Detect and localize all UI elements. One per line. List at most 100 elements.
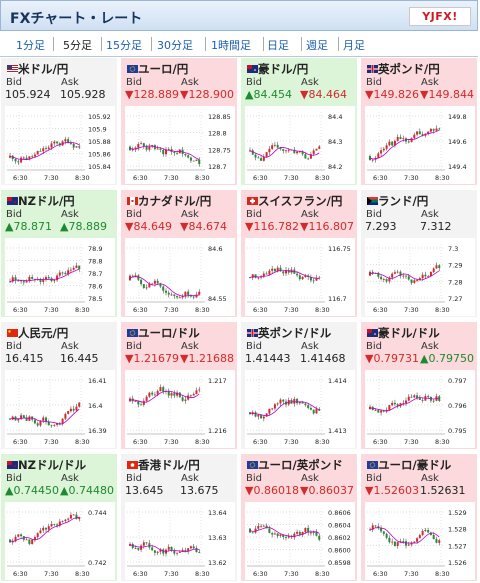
currency-pair-card[interactable]: カナダドル/円 Bid Ask ▼84.649 ▼84.674 84.6 84.55 6:30… [121, 190, 238, 318]
currency-pair-name[interactable]: NZドル/ドル [18, 458, 87, 472]
mini-candlestick-chart[interactable]: 78.9 78.8 78.7 78.6 78.5 6:30 7:30 8:30 [5, 238, 115, 316]
mini-candlestick-chart[interactable]: 0.744 0.742 6:30 7:30 8:30 [5, 502, 115, 580]
tab-1[interactable]: 1分足 [16, 39, 45, 52]
bid-price: 105.924 [5, 88, 51, 101]
currency-pair-name[interactable]: 香港ドル/円 [138, 458, 200, 472]
currency-pair-card[interactable]: 英ポンド/ドル Bid Ask 1.41443 1.41468 1.414 1.413 6:3… [241, 322, 358, 450]
ask-label: Ask [421, 209, 439, 220]
currency-pair-name[interactable]: 豪ドル/ドル [378, 326, 440, 340]
currency-pair-card[interactable]: NZドル/ドル Bid Ask ▲0.74450 ▲0.74480 0.744 0.742 6… [1, 454, 118, 582]
currency-pair-name[interactable]: スイスフラン/円 [258, 194, 343, 208]
currency-pair-name[interactable]: NZドル/円 [18, 194, 75, 208]
candle-body [42, 279, 45, 282]
currency-pair-card[interactable]: ランド/円 Bid Ask 7.293 7.312 7.3 7.29 7.28 7.27 6:30… [361, 190, 478, 318]
mini-candlestick-chart[interactable]: 16.41 16.4 16.39 6:30 7:30 8:30 [5, 370, 115, 448]
tab-7[interactable]: 週足 [306, 39, 328, 52]
currency-pair-card[interactable]: 香港ドル/円 Bid Ask 13.645 13.675 13.64 13.63 13.62 6… [121, 454, 238, 582]
currency-pair-card[interactable]: 米ドル/円 Bid Ask 105.924 105.928 105.92 105.9 105.… [1, 58, 118, 186]
candle-body [140, 404, 143, 406]
currency-pair-name[interactable]: ユーロ/ドル [138, 326, 200, 340]
x-tick-label: 6:30 [373, 570, 388, 578]
currency-pair-card[interactable]: 英ポンド/円 Bid Ask ▼149.826 ▼149.844 149.8 149.6 14… [361, 58, 478, 186]
candle-body [148, 146, 151, 150]
tab-5[interactable]: 1時間足 [211, 39, 251, 52]
candle-body [75, 265, 78, 268]
currency-pair-card[interactable]: ユーロ/円 Bid Ask ▼128.889 ▼128.900 128.85 128.8 12… [121, 58, 238, 186]
mini-candlestick-chart[interactable]: 84.6 84.55 6:30 7:30 8:30 [125, 238, 235, 316]
candle-body [304, 403, 307, 406]
currency-pair-name[interactable]: ユーロ/円 [138, 62, 189, 76]
currency-pair-card[interactable]: スイスフラン/円 Bid Ask ▼116.782 ▼116.807 116.75 116.… [241, 190, 358, 318]
y-tick-label: 1.529 [448, 509, 467, 517]
chart-svg: 128.85 128.8 128.75 128.7 6:30 7:30 8:30 [125, 106, 235, 184]
candle-body [416, 395, 419, 399]
mini-candlestick-chart[interactable]: 1.414 1.413 6:30 7:30 8:30 [245, 370, 355, 448]
candle-body [198, 552, 201, 553]
x-tick-label: 8:30 [435, 174, 450, 182]
x-tick-label: 6:30 [253, 438, 268, 446]
candle-body [298, 151, 301, 153]
currency-pair-card[interactable]: NZドル/円 Bid Ask ▲78.871 ▲78.889 78.9 78.8 78.7 78… [1, 190, 118, 318]
y-tick-label: 0.8606 [328, 509, 351, 517]
candle-body [268, 528, 271, 534]
tab-8[interactable]: 月足 [343, 39, 365, 52]
currency-pair-name[interactable]: 人民元/円 [18, 326, 69, 340]
y-tick-label: 84.2 [328, 163, 342, 171]
candle-body [181, 549, 184, 552]
bid-label: Bid [366, 77, 382, 88]
tab-3[interactable]: 15分足 [106, 39, 142, 52]
mini-candlestick-chart[interactable]: 0.8606 0.8604 0.8602 0.8600 0.8598 6:30 7:30 8:… [245, 502, 355, 580]
bid-value: ▲0.74450 [5, 484, 59, 497]
tab-2[interactable]: 5分足 [63, 39, 92, 52]
mini-candlestick-chart[interactable]: 128.85 128.8 128.75 128.7 6:30 7:30 8:30 [125, 106, 235, 184]
candle-body [254, 412, 257, 417]
mini-candlestick-chart[interactable]: 0.797 0.796 0.795 6:30 7:30 8:30 [365, 370, 475, 448]
candle-body [14, 158, 17, 162]
currency-pair-name[interactable]: ユーロ/英ポンド [258, 458, 343, 472]
currency-pair-card[interactable]: ユーロ/豪ドル Bid Ask ▼1.52603 1.52631 1.529 1.528 1.… [361, 454, 478, 582]
tab-6[interactable]: 日足 [267, 39, 289, 52]
moving-average-line [9, 516, 80, 542]
candle-body [58, 422, 61, 424]
candle-body [393, 140, 396, 146]
mini-candlestick-chart[interactable]: 7.3 7.29 7.28 7.27 6:30 7:30 8:30 [365, 238, 475, 316]
yjfx-logo[interactable]: YJFX! [409, 7, 471, 26]
currency-pair-card[interactable]: 豪ドル/円 Bid Ask ▲84.454 ▼84.464 84.4 84.3 84.2 6:3… [241, 58, 358, 186]
x-tick-label: 8:30 [435, 570, 450, 578]
currency-pair-name[interactable]: 英ポンド/ドル [258, 326, 332, 340]
candle-body [181, 397, 184, 401]
currency-pair-name[interactable]: 英ポンド/円 [378, 62, 440, 76]
currency-pair-name[interactable]: 豪ドル/円 [258, 62, 309, 76]
mini-candlestick-chart[interactable]: 149.8 149.6 149.4 6:30 7:30 8:30 [365, 106, 475, 184]
mini-candlestick-chart[interactable]: 1.217 1.216 6:30 7:30 8:30 [125, 370, 235, 448]
candle-body [195, 294, 198, 298]
mini-candlestick-chart[interactable]: 13.64 13.63 13.62 6:30 7:30 8:30 [125, 502, 235, 580]
candle-body [153, 394, 156, 396]
mini-candlestick-chart[interactable]: 84.4 84.3 84.2 6:30 7:30 8:30 [245, 106, 355, 184]
ask-value: 1.41468 [300, 352, 346, 365]
ask-label: Ask [61, 77, 79, 88]
bid-value: 7.293 [365, 220, 397, 233]
currency-pair-name[interactable]: 米ドル/円 [18, 62, 69, 76]
tab-4[interactable]: 30分足 [157, 39, 193, 52]
x-tick-label: 7:30 [44, 570, 59, 578]
mini-candlestick-chart[interactable]: 1.529 1.528 1.527 1.526 6:30 7:30 8:30 [365, 502, 475, 580]
candle-body [287, 150, 290, 152]
candle-body [273, 268, 276, 272]
candle-body [298, 531, 301, 535]
currency-pair-name[interactable]: ランド/円 [378, 194, 429, 208]
currency-pair-name[interactable]: ユーロ/豪ドル [378, 458, 452, 472]
candle-body [296, 398, 299, 404]
candle-body [251, 532, 254, 534]
currency-pair-card[interactable]: 人民元/円 Bid Ask 16.415 16.445 16.41 16.4 16.39 6:3… [1, 322, 118, 450]
candle-body [273, 533, 276, 535]
currency-pair-card[interactable]: ユーロ/英ポンド Bid Ask ▼0.86018 ▼0.86037 0.8606 0.86… [241, 454, 358, 582]
currency-pair-card[interactable]: 豪ドル/ドル Bid Ask ▼0.79731 ▲0.79750 0.797 0.796 0.… [361, 322, 478, 450]
mini-candlestick-chart[interactable]: 105.92 105.9 105.88 105.86 105.84 6:30 7:30 8:3… [5, 106, 115, 184]
ask-value: ▼128.900 [180, 88, 234, 101]
candle-body [287, 270, 290, 273]
mini-candlestick-chart[interactable]: 116.75 116.7 6:30 7:30 8:30 [245, 238, 355, 316]
currency-pair-card[interactable]: ユーロ/ドル Bid Ask ▼1.21679 ▼1.21688 1.217 1.216 6:… [121, 322, 238, 450]
currency-pair-name[interactable]: カナダドル/円 [138, 194, 212, 208]
candle-body [427, 131, 430, 134]
